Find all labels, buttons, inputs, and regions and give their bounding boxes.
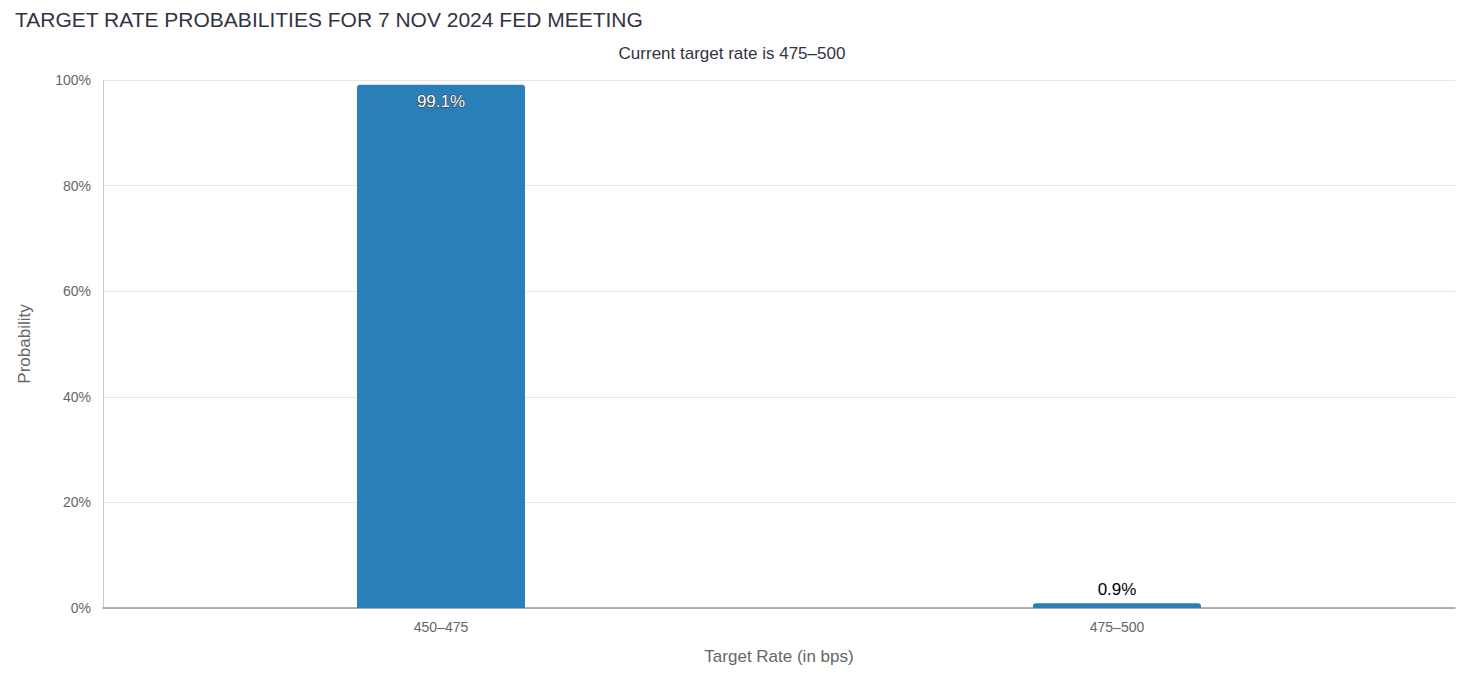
svg-text:0%: 0% [71, 600, 91, 616]
svg-text:80%: 80% [63, 178, 91, 194]
svg-text:Probability: Probability [15, 304, 34, 384]
svg-text:20%: 20% [63, 494, 91, 510]
svg-text:99.1%: 99.1% [417, 92, 465, 111]
svg-text:Current target rate is 475–500: Current target rate is 475–500 [619, 44, 846, 63]
svg-text:TARGET RATE PROBABILITIES FOR: TARGET RATE PROBABILITIES FOR 7 NOV 2024… [15, 8, 643, 31]
svg-text:40%: 40% [63, 389, 91, 405]
svg-text:100%: 100% [55, 72, 91, 88]
svg-text:Target Rate (in bps): Target Rate (in bps) [704, 647, 853, 666]
svg-text:0.9%: 0.9% [1098, 580, 1137, 599]
svg-text:475–500: 475–500 [1090, 619, 1145, 635]
svg-text:450–475: 450–475 [414, 619, 469, 635]
svg-text:60%: 60% [63, 283, 91, 299]
